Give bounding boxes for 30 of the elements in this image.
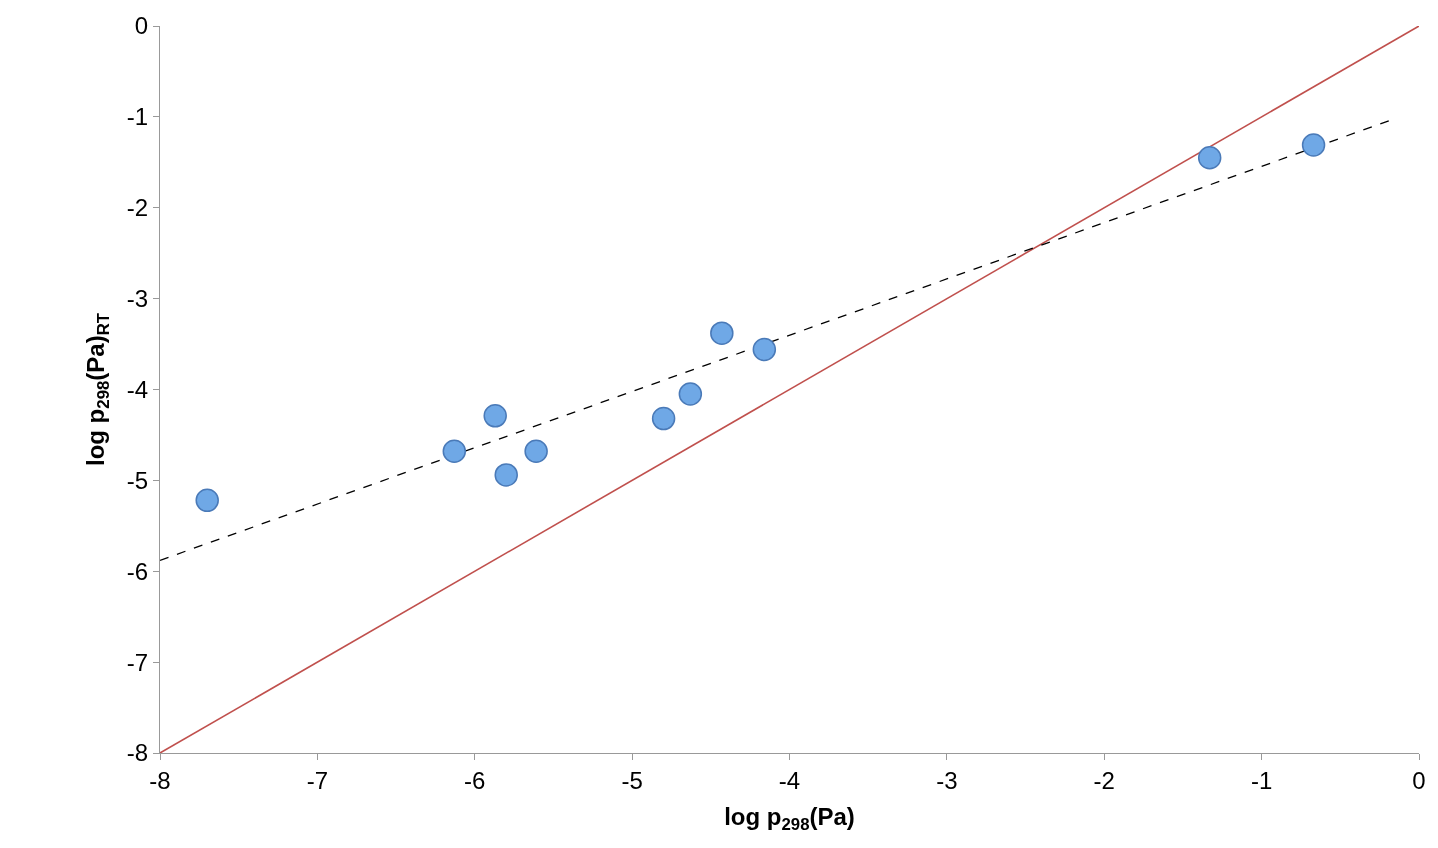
y-tick-label: -5 [126, 466, 149, 494]
x-tick-label: -1 [1250, 766, 1273, 794]
y-tick-label: -3 [126, 285, 149, 313]
y-tick-label: -1 [126, 103, 149, 131]
y-tick-label: -6 [126, 557, 149, 585]
point [524, 439, 548, 464]
x-tick-label: -8 [149, 766, 171, 794]
x-tick-label: -7 [306, 766, 329, 794]
x-axis-title: log p$_{298}$(Pa) [724, 803, 855, 835]
y-tick-label: -7 [126, 648, 149, 676]
x-tick-label: 0 [1412, 766, 1426, 794]
point [195, 488, 219, 513]
x-tick-label: -5 [621, 766, 643, 794]
y-tick-label: -2 [126, 194, 149, 222]
point [442, 439, 467, 464]
y-tick-label: 0 [134, 12, 149, 40]
point [651, 406, 676, 431]
point [710, 321, 734, 345]
y-tick-label: -8 [126, 739, 149, 767]
point [1301, 133, 1326, 157]
point [678, 382, 703, 406]
point [483, 404, 507, 428]
y-tick-label: -4 [126, 375, 149, 403]
x-tick-label: -4 [778, 766, 801, 794]
point [752, 337, 777, 362]
point [1197, 146, 1222, 170]
x-tick-label: -3 [936, 766, 958, 794]
x-tick-label: -6 [464, 766, 486, 794]
point [494, 463, 518, 487]
x-tick-label: -2 [1093, 766, 1115, 794]
